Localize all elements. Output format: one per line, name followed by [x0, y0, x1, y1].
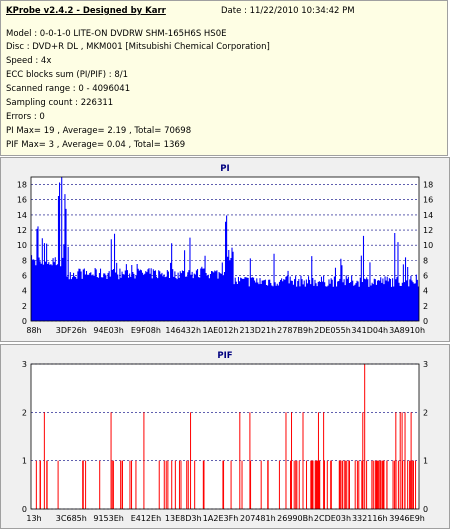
x-tick-label: 94E03h [93, 326, 123, 335]
x-tick-label: 13h [26, 514, 41, 523]
x-tick-label: 341D04h [351, 326, 388, 335]
y-tick-right: 16 [423, 196, 433, 205]
pif-chart-panel: PIF 0 0 1 1 2 2 3 3 13h 3C685h 9153Eh E412Eh 13E8D3h 1… [0, 344, 450, 529]
x-tick-label: 332116h [352, 514, 388, 523]
scan-date: Date : 11/22/2010 10:34:42 PM [221, 6, 355, 16]
y-tick-left: 16 [17, 196, 27, 205]
y-tick-left: 4 [22, 287, 27, 296]
y-tick-right: 0 [423, 505, 428, 514]
x-tick-label: 3C685h [56, 514, 87, 523]
disc-info-panel: KProbe v2.4.2 - Designed by Karr Date : … [0, 0, 448, 156]
y-tick-right: 2 [423, 302, 428, 311]
ecc-blocks: ECC blocks sum (PI/PIF) : 8/1 [6, 70, 129, 80]
y-tick-right: 2 [423, 408, 428, 417]
chart-title: PI [220, 164, 229, 174]
scan-speed: Speed : 4x [6, 56, 52, 66]
scanned-range: Scanned range : 0 - 4096041 [6, 84, 131, 94]
x-tick-label: E412Eh [131, 514, 161, 523]
y-tick-left: 10 [17, 241, 27, 250]
y-tick-left: 0 [22, 317, 27, 326]
x-tick-label: 1A2E3Fh [203, 514, 238, 523]
y-tick-left: 0 [22, 505, 27, 514]
x-tick-label: 26990Bh [277, 514, 313, 523]
y-tick-left: 6 [22, 272, 27, 281]
y-tick-left: 1 [22, 457, 27, 466]
app-title: KProbe v2.4.2 - Designed by Karr [6, 6, 166, 16]
y-tick-right: 14 [423, 211, 433, 220]
x-tick-label: 1AE012h [203, 326, 239, 335]
drive-model: Model : 0-0-1-0 LITE-ON DVDRW SHM-165H6S… [6, 29, 227, 39]
y-tick-right: 10 [423, 241, 433, 250]
x-tick-label: 2CDE03h [314, 514, 351, 523]
plot-border [30, 363, 420, 510]
y-tick-right: 6 [423, 272, 428, 281]
x-tick-label: 13E8D3h [165, 514, 202, 523]
y-tick-left: 2 [22, 408, 27, 417]
pi-chart-panel: PI 0 0 2 2 4 4 6 6 8 8 10 10 12 12 14 14 16 16 18 18 88h 3DF26… [0, 157, 450, 342]
pif-chart: PIF 0 0 1 1 2 2 3 3 13h 3C685h 9153Eh E412Eh 13E8D3h 1… [22, 351, 428, 523]
x-tick-label: 3DF26h [56, 326, 87, 335]
x-tick-label: 88h [26, 326, 41, 335]
y-tick-right: 0 [423, 317, 428, 326]
x-tick-label: 2DE055h [314, 326, 351, 335]
x-tick-label: 213D21h [240, 326, 277, 335]
y-tick-left: 2 [22, 302, 27, 311]
plot-border [30, 176, 420, 322]
pi-series [31, 177, 419, 321]
x-tick-label: E9F08h [131, 326, 161, 335]
error-count: Errors : 0 [6, 112, 45, 122]
x-tick-label: 146432h [165, 326, 201, 335]
plot-area [31, 364, 419, 509]
sampling-count: Sampling count : 226311 [6, 98, 114, 108]
x-tick-label: 2787B9h [277, 326, 313, 335]
y-tick-right: 12 [423, 226, 433, 235]
y-tick-right: 4 [423, 287, 428, 296]
x-tick-label: 207481h [240, 514, 276, 523]
y-tick-right: 8 [423, 256, 428, 265]
y-tick-left: 14 [17, 211, 27, 220]
y-tick-left: 8 [22, 256, 27, 265]
y-tick-left: 18 [17, 181, 27, 190]
chart-title: PIF [217, 351, 232, 361]
y-tick-left: 3 [22, 360, 27, 369]
x-tick-label: 3A8910h [389, 326, 425, 335]
y-tick-right: 3 [423, 360, 428, 369]
pi-chart: PI 0 0 2 2 4 4 6 6 8 8 10 10 12 12 14 14 16 16 18 18 88h 3DF26… [17, 164, 433, 335]
x-tick-label: 3946E9h [389, 514, 425, 523]
y-tick-right: 1 [423, 457, 428, 466]
y-tick-left: 12 [17, 226, 27, 235]
disc-type: Disc : DVD+R DL , MKM001 [Mitsubishi Che… [6, 42, 270, 52]
pi-summary: PI Max= 19 , Average= 2.19 , Total= 7069… [6, 126, 192, 136]
x-tick-label: 9153Eh [93, 514, 123, 523]
pif-summary: PIF Max= 3 , Average= 0.04 , Total= 1369 [6, 140, 186, 150]
y-tick-right: 18 [423, 181, 433, 190]
